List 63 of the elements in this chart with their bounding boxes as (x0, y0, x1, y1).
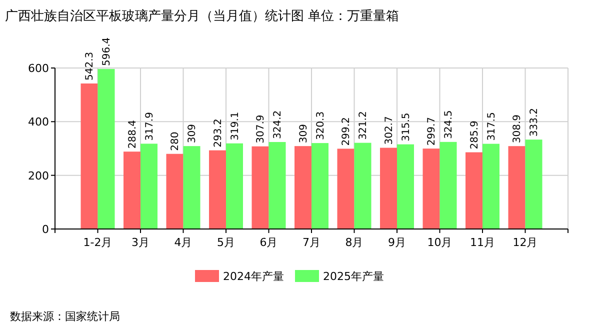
data-label: 596.4 (102, 37, 113, 66)
bar (337, 148, 354, 229)
bar (252, 146, 269, 229)
data-label: 288.4 (128, 120, 138, 149)
x-tick-label: 8月 (345, 236, 364, 249)
x-tick-label: 1-2月 (83, 236, 112, 249)
bar (380, 148, 397, 229)
bar (508, 146, 526, 229)
legend-label: 2025年产量 (323, 270, 384, 283)
x-tick-label: 7月 (302, 236, 320, 249)
x-tick-label: 12月 (512, 236, 538, 249)
bar (166, 154, 184, 229)
legend-label: 2024年产量 (223, 270, 284, 283)
bar (354, 142, 372, 229)
data-label: 309 (298, 124, 310, 144)
bar (525, 140, 542, 229)
bar (397, 144, 414, 229)
data-label: 315.5 (401, 112, 412, 142)
data-label: 321.2 (358, 111, 370, 140)
bar (140, 144, 158, 229)
data-label: 302.7 (384, 116, 395, 145)
data-label: 280 (170, 132, 182, 151)
data-label: 324.2 (272, 110, 284, 140)
bar (482, 144, 500, 229)
data-label: 293.2 (213, 118, 224, 148)
bar (226, 143, 243, 229)
data-label: 319.1 (230, 112, 241, 140)
data-label: 299.2 (341, 117, 352, 146)
bar (422, 148, 440, 229)
x-tick-label: 3月 (132, 236, 150, 249)
bar (466, 152, 482, 229)
bar (124, 152, 140, 229)
x-tick-label: 9月 (388, 236, 406, 249)
x-tick-label: 11月 (470, 236, 495, 249)
x-tick-label: 6月 (260, 236, 278, 249)
data-label: 317.5 (486, 112, 498, 141)
y-tick-label: 400 (28, 116, 49, 129)
chart-title: 广西壮族自治区平板玻璃产量分月（当月值）统计图 单位：万重量箱 (5, 9, 400, 24)
bar (80, 83, 98, 229)
data-label: 542.3 (84, 52, 96, 80)
data-label: 307.9 (256, 114, 267, 144)
bar (183, 146, 200, 229)
data-label: 317.9 (144, 112, 156, 141)
data-label: 309 (187, 124, 198, 144)
data-label: 324.5 (444, 110, 455, 139)
y-tick-label: 600 (28, 62, 49, 75)
x-tick-label: 10月 (427, 236, 452, 249)
data-label: 308.9 (512, 114, 524, 144)
bar (312, 143, 328, 229)
bar (268, 142, 286, 229)
bar (294, 146, 312, 229)
source-note: 数据来源：国家统计局 (10, 310, 120, 323)
data-label: 285.9 (470, 120, 480, 150)
y-tick-label: 0 (42, 223, 49, 236)
y-tick-label: 200 (28, 169, 49, 182)
bar (98, 68, 115, 229)
bar (440, 142, 457, 229)
data-label: 299.7 (426, 116, 438, 146)
data-label: 320.3 (316, 111, 326, 140)
data-label: 333.2 (529, 108, 540, 137)
x-tick-label: 5月 (217, 236, 235, 249)
x-tick-label: 4月 (174, 236, 192, 249)
bar (209, 150, 226, 229)
